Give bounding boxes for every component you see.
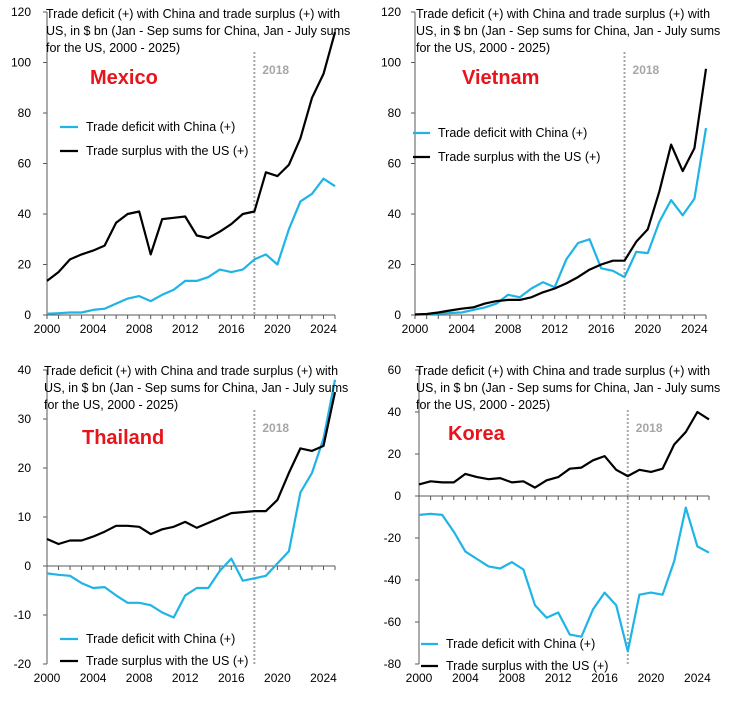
legend-china-label: Trade deficit with China (+) xyxy=(86,632,235,646)
y-tick-label: 40 xyxy=(18,207,32,221)
chart-title-line: US, in $ bn (Jan - Sep sums for China, J… xyxy=(46,24,350,38)
x-tick-label: 2024 xyxy=(681,322,708,336)
china-deficit-line xyxy=(418,506,710,653)
y-tick-label: 120 xyxy=(381,5,401,19)
y-tick-label: 120 xyxy=(11,5,31,19)
legend-china-label: Trade deficit with China (+) xyxy=(446,637,595,651)
country-label: Mexico xyxy=(90,67,158,89)
country-label: Vietnam xyxy=(462,67,539,89)
panel-mexico: 0 20 40 60 80 100 120 2000 2004 2008 2012 2016 2020 2… xyxy=(11,5,350,336)
y-tick-label: 20 xyxy=(388,447,402,461)
chart-title-line: for the US, 2000 - 2025) xyxy=(44,398,178,412)
chart-title-line: US, in $ bn (Jan - Sep sums for China, J… xyxy=(44,381,348,395)
x-tick-label: 2004 xyxy=(448,322,475,336)
y-tick-label: -80 xyxy=(384,657,402,671)
x-tick-label: 2008 xyxy=(126,671,153,685)
legend-us-label: Trade surplus with the US (+) xyxy=(86,144,248,158)
chart-title-line: Trade deficit (+) with China and trade s… xyxy=(416,7,710,21)
chart-title-line: US, in $ bn (Jan - Sep sums for China, J… xyxy=(416,24,720,38)
y-tick-label: -20 xyxy=(384,531,402,545)
y-tick-label: 30 xyxy=(18,412,32,426)
chart-title-line: for the US, 2000 - 2025) xyxy=(46,41,180,55)
x-tick-label: 2012 xyxy=(545,671,572,685)
y-tick-label: 80 xyxy=(18,106,32,120)
x-tick-label: 2012 xyxy=(172,671,199,685)
x-tick-label: 2024 xyxy=(310,671,337,685)
panel-vietnam: 0 20 40 60 80 100 120 2000 2004 2008 2012 2016 2020 2… xyxy=(381,5,720,336)
y-tick-label: 20 xyxy=(18,461,32,475)
panel-thailand: -20 -10 0 10 20 30 40 2000 2004 2008 2012 2016 2020 2… xyxy=(14,363,349,685)
y-tick-label: -40 xyxy=(384,573,402,587)
legend-us-label: Trade surplus with the US (+) xyxy=(438,150,600,164)
china-deficit-line xyxy=(46,177,336,315)
y-tick-label: 60 xyxy=(388,363,402,377)
x-tick-label: 2016 xyxy=(218,671,245,685)
panel-korea: -80 -60 -40 -20 0 20 40 60 2000 2004 2008 2012 2016 2… xyxy=(384,363,721,685)
y-tick-label: 0 xyxy=(394,489,401,503)
x-tick-label: 2012 xyxy=(172,322,199,336)
country-label: Korea xyxy=(448,423,506,445)
y-tick-label: 0 xyxy=(24,559,31,573)
legend-china-label: Trade deficit with China (+) xyxy=(438,126,587,140)
x-tick-label: 2000 xyxy=(34,322,61,336)
legend-china-label: Trade deficit with China (+) xyxy=(86,120,235,134)
marker-2018-label: 2018 xyxy=(633,63,660,77)
x-tick-label: 2004 xyxy=(80,671,107,685)
x-tick-label: 2004 xyxy=(80,322,107,336)
y-tick-label: 40 xyxy=(18,363,32,377)
x-tick-label: 2000 xyxy=(406,671,433,685)
x-tick-label: 2020 xyxy=(638,671,665,685)
y-tick-label: 100 xyxy=(11,56,31,70)
marker-2018-label: 2018 xyxy=(262,421,289,435)
y-tick-label: 40 xyxy=(388,207,402,221)
us-surplus-line xyxy=(414,68,708,316)
x-tick-label: 2008 xyxy=(126,322,153,336)
us-surplus-line xyxy=(46,31,337,282)
chart-title-line: US, in $ bn (Jan - Sep sums for China, J… xyxy=(416,381,720,395)
x-tick-label: 2012 xyxy=(541,322,568,336)
x-tick-label: 2020 xyxy=(264,322,291,336)
x-tick-label: 2016 xyxy=(591,671,618,685)
marker-2018-label: 2018 xyxy=(636,421,663,435)
country-label: Thailand xyxy=(82,427,164,449)
marker-2018-label: 2018 xyxy=(262,63,289,77)
china-deficit-line xyxy=(414,127,708,316)
x-tick-label: 2000 xyxy=(402,322,429,336)
y-tick-label: 40 xyxy=(388,405,402,419)
y-tick-label: 0 xyxy=(394,308,401,322)
y-tick-label: -60 xyxy=(384,615,402,629)
y-tick-label: -20 xyxy=(14,657,32,671)
y-tick-label: 80 xyxy=(388,106,402,120)
us-surplus-line xyxy=(46,391,337,546)
y-tick-label: 20 xyxy=(388,258,402,272)
x-tick-label: 2024 xyxy=(684,671,711,685)
y-tick-label: 0 xyxy=(24,308,31,322)
x-tick-label: 2020 xyxy=(634,322,661,336)
x-tick-label: 2008 xyxy=(495,322,522,336)
x-tick-label: 2016 xyxy=(218,322,245,336)
chart-title-line: Trade deficit (+) with China and trade s… xyxy=(416,364,710,378)
y-tick-label: 60 xyxy=(388,157,402,171)
y-tick-label: 60 xyxy=(18,157,32,171)
x-tick-label: 2008 xyxy=(498,671,525,685)
x-tick-label: 2004 xyxy=(452,671,479,685)
china-deficit-line xyxy=(46,379,337,619)
x-tick-label: 2024 xyxy=(310,322,337,336)
x-tick-label: 2020 xyxy=(264,671,291,685)
legend-us-label: Trade surplus with the US (+) xyxy=(446,659,608,673)
us-surplus-line xyxy=(418,410,710,489)
chart-title-line: Trade deficit (+) with China and trade s… xyxy=(46,7,340,21)
y-tick-label: 100 xyxy=(381,56,401,70)
chart-title-line: for the US, 2000 - 2025) xyxy=(416,398,550,412)
y-tick-label: -10 xyxy=(14,608,32,622)
chart-title-line: for the US, 2000 - 2025) xyxy=(416,41,550,55)
y-tick-label: 20 xyxy=(18,258,32,272)
y-tick-label: 10 xyxy=(18,510,32,524)
x-tick-label: 2016 xyxy=(588,322,615,336)
legend-us-label: Trade surplus with the US (+) xyxy=(86,654,248,668)
chart-title-line: Trade deficit (+) with China and trade s… xyxy=(44,364,338,378)
x-tick-label: 2000 xyxy=(34,671,61,685)
